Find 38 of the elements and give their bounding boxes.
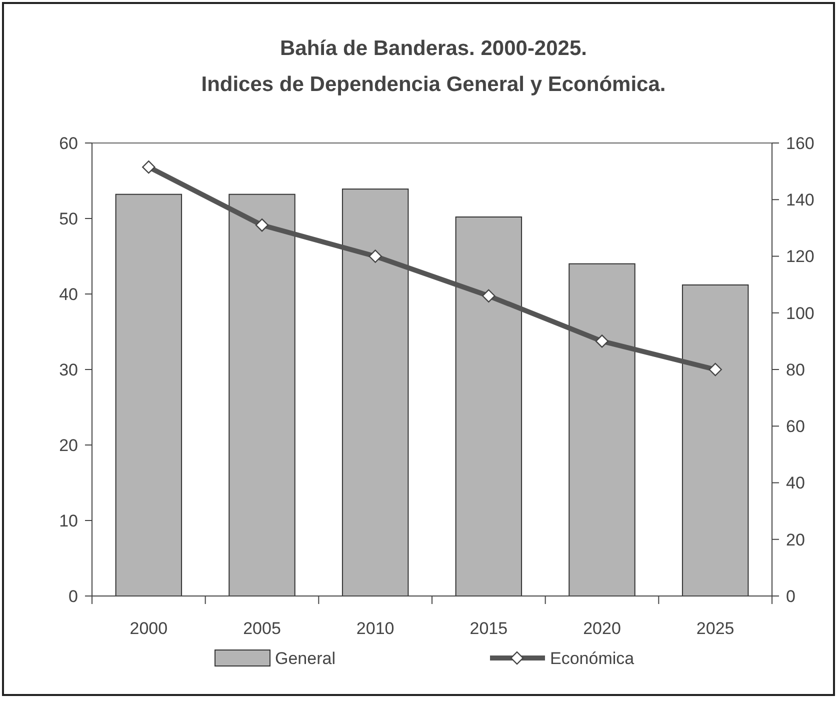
x-tick-label: 2015 <box>470 618 508 638</box>
bar <box>568 263 636 596</box>
chart-title: Bahía de Banderas. 2000-2025. <box>280 37 588 60</box>
y-tick-label: 10 <box>59 511 78 530</box>
point <box>482 289 496 302</box>
legend-label: General <box>275 648 336 668</box>
chart-subtitle: Indices de Dependencia General y Económica. <box>201 73 666 96</box>
x-tick-label: 2025 <box>696 618 734 638</box>
bar <box>342 188 409 596</box>
bar <box>682 284 749 596</box>
y-tick-label: 20 <box>59 436 78 455</box>
y-tick-label: 30 <box>59 360 78 380</box>
bar <box>115 194 182 596</box>
legend-label: Económica <box>550 648 635 668</box>
y2-tick-label: 140 <box>786 190 814 210</box>
x-tick-label: 2020 <box>583 618 621 638</box>
y-tick-label: 50 <box>59 209 78 228</box>
y2-tick-label: 120 <box>786 247 814 266</box>
point <box>368 250 382 263</box>
y2-tick-label: 40 <box>786 474 805 493</box>
point <box>595 334 609 348</box>
y2-tick-label: 100 <box>786 304 814 323</box>
x-tick-label: 2005 <box>243 618 281 638</box>
bar <box>455 216 522 596</box>
x-tick-label: 2000 <box>130 618 168 638</box>
y-tick-label: 0 <box>68 586 78 606</box>
bar <box>228 194 296 596</box>
y2-tick-label: 160 <box>786 134 814 153</box>
y2-tick-label: 60 <box>786 417 805 436</box>
y-tick-label: 40 <box>59 284 78 304</box>
point <box>255 218 269 232</box>
y2-tick-label: 20 <box>786 530 805 550</box>
y-tick-label: 60 <box>59 134 78 153</box>
point <box>142 160 156 174</box>
y2-tick-label: 0 <box>786 586 796 606</box>
point <box>708 362 722 376</box>
y2-tick-label: 80 <box>786 360 805 380</box>
x-tick-label: 2010 <box>356 618 394 638</box>
